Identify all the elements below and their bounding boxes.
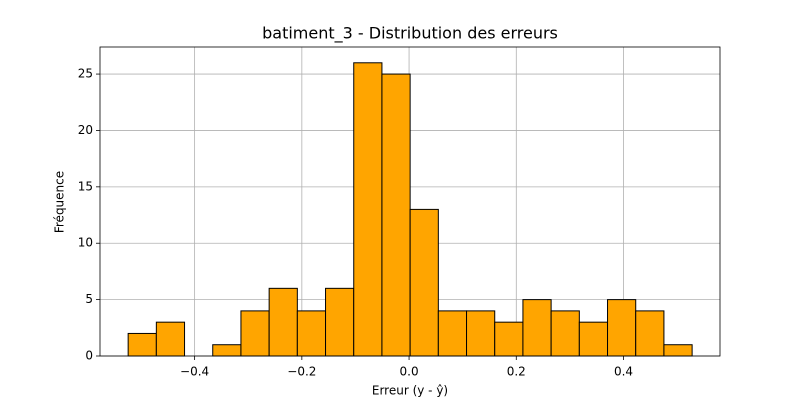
y-tick-label: 0: [85, 349, 93, 363]
bar: [325, 287, 355, 357]
bar: [240, 310, 270, 357]
bar: [437, 310, 468, 357]
bar: [550, 310, 580, 357]
plot-frame: [99, 46, 721, 357]
x-tick-label: −0.4: [180, 365, 209, 379]
bar: [578, 321, 609, 357]
x-axis-label: Erreur (y - ŷ): [372, 384, 448, 398]
x-tick-label: 0.4: [614, 365, 633, 379]
bar: [663, 344, 693, 357]
y-tick-label: 15: [78, 179, 93, 193]
bar: [635, 310, 665, 357]
bar: [522, 299, 552, 357]
y-tick-label: 10: [78, 236, 93, 250]
chart-title: batiment_3 - Distribution des erreurs: [262, 24, 558, 44]
bar: [607, 299, 637, 357]
bar: [268, 287, 298, 357]
y-tick-label: 25: [78, 67, 93, 81]
x-tick-label: 0.0: [400, 365, 419, 379]
bar: [409, 208, 439, 357]
x-tick-label: −0.2: [287, 365, 316, 379]
y-tick-label: 5: [85, 292, 93, 306]
bar: [353, 62, 383, 357]
bar: [127, 332, 157, 357]
bar: [155, 321, 186, 357]
x-tick-label: 0.2: [507, 365, 526, 379]
bar: [466, 310, 496, 357]
bar: [381, 73, 411, 357]
y-axis-label: Fréquence: [53, 171, 67, 233]
y-tick-label: 20: [78, 123, 93, 137]
bar: [494, 321, 524, 357]
bar: [296, 310, 327, 357]
bar: [212, 344, 242, 357]
